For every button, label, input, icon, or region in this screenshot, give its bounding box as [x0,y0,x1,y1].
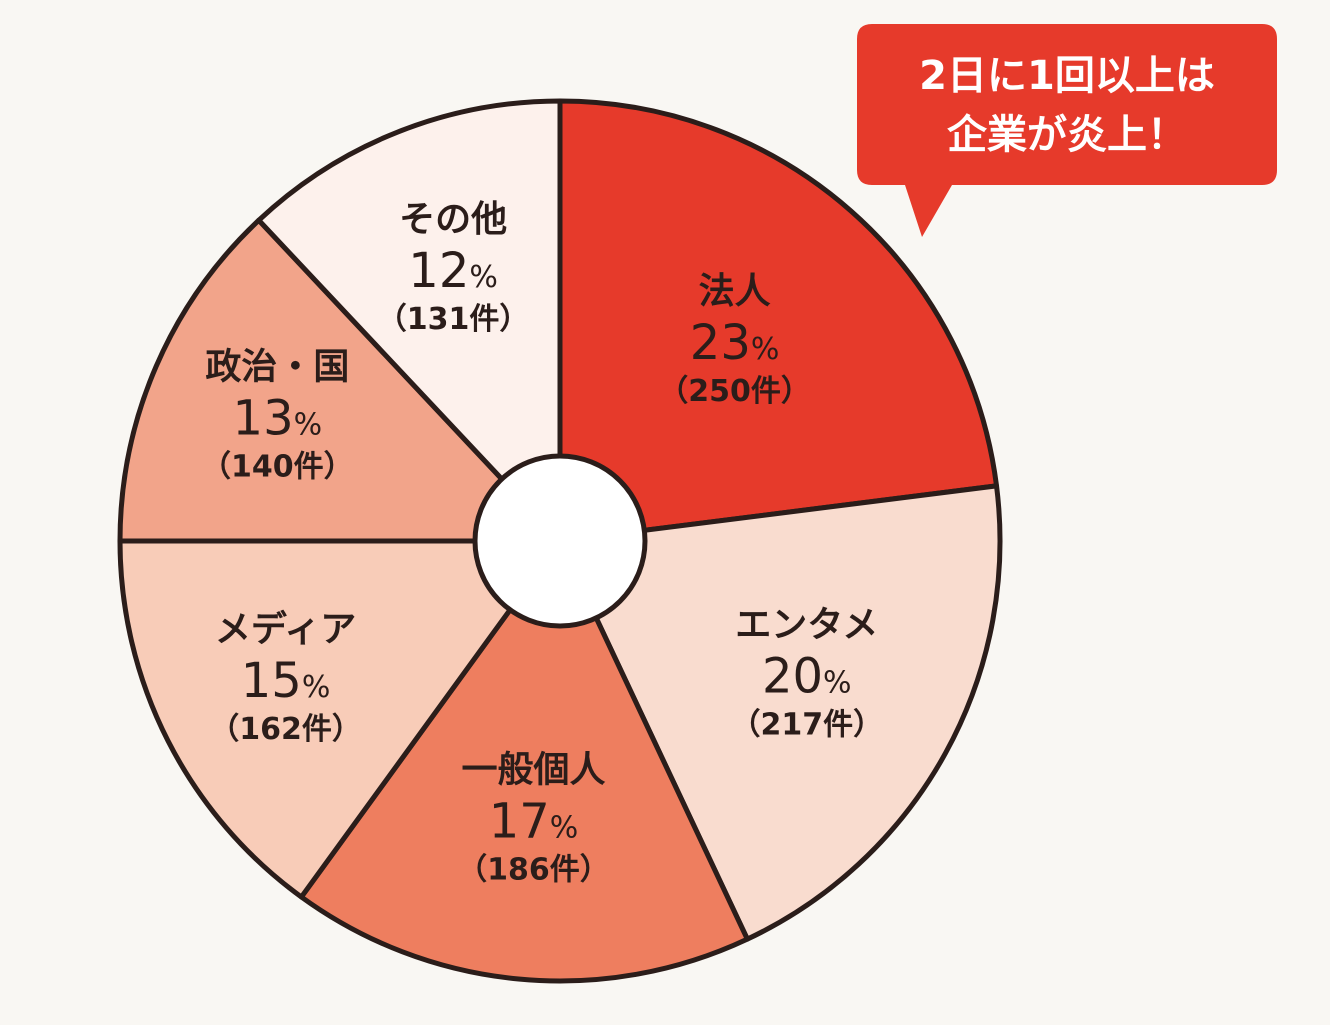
callout-bubble: 2日に1回以上は 企業が炎上！ [857,24,1277,237]
slice-category-entertainment: エンタメ [735,605,878,646]
slice-percent-individual: 17% [489,793,579,849]
slice-percent-media: 15% [241,653,331,709]
slice-count-other: （131件） [377,302,530,337]
pie-slice-politics [117,217,563,544]
callout-line-1: 2日に1回以上は [919,53,1215,99]
slice-percent-entertainment: 20% [762,649,852,705]
slices-layer [117,98,1003,984]
slice-count-entertainment: （217件） [730,708,883,743]
slice-count-corporate: （250件） [658,374,811,409]
callout-shape [857,24,1277,237]
donut-hole [472,453,648,629]
slice-percent-corporate: 23% [690,315,780,371]
callout-line-2: 企業が炎上！ [947,112,1187,158]
pie-slice-individual [298,538,750,984]
slice-percent-politics: 13% [233,391,323,447]
slice-percent-other: 12% [408,243,498,299]
slice-category-other: その他 [399,199,507,240]
slice-category-individual: 一般個人 [461,749,605,790]
slice-count-media: （162件） [209,712,362,747]
slice-category-corporate: 法人 [699,271,771,312]
pie-slice-other [256,98,563,544]
slice-category-media: メディア [215,608,356,650]
slice-label-politics: 政治・国13%（140件） [201,347,354,485]
slice-category-politics: 政治・国 [205,347,349,388]
pie-slice-media [117,538,563,900]
pie-slice-entertainment [557,483,1003,942]
slice-count-individual: （186件） [457,852,610,887]
slice-count-politics: （140件） [201,450,354,485]
pie-slice-corporate [557,98,1000,544]
